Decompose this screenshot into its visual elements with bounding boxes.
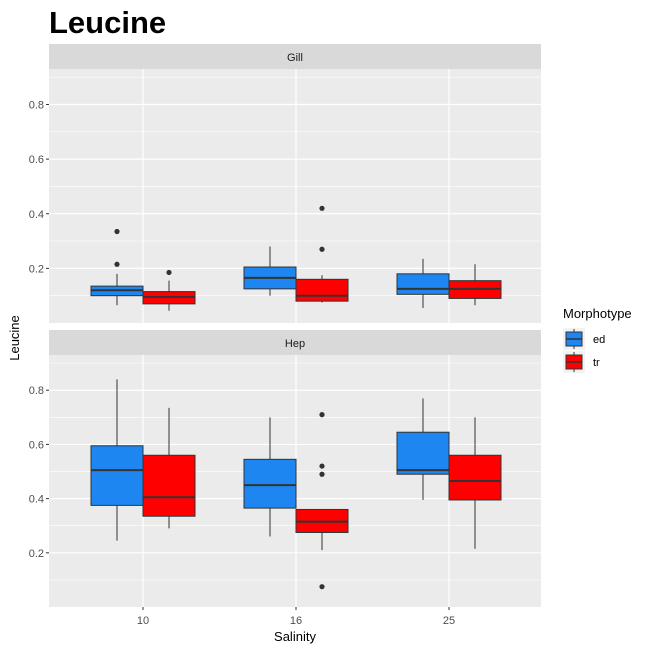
outlier-point xyxy=(319,584,325,590)
x-tick-label: 25 xyxy=(443,615,455,627)
iqr-box xyxy=(396,273,450,295)
iqr-box xyxy=(142,454,196,517)
facet-strip xyxy=(49,44,541,69)
chart-title: Leucine xyxy=(49,5,166,40)
iqr-box xyxy=(243,458,297,509)
box-tr-16 xyxy=(295,205,349,303)
x-tick-label: 10 xyxy=(137,615,149,627)
iqr-box xyxy=(295,278,349,302)
y-tick-label: 0.4 xyxy=(29,209,44,221)
legend-label-ed: ed xyxy=(593,334,605,346)
legend-keys: ed tr xyxy=(563,328,605,373)
box-tr-10 xyxy=(142,407,196,529)
iqr-box xyxy=(90,445,144,506)
outlier-point xyxy=(114,261,120,267)
box-ed-10 xyxy=(90,228,144,306)
legend-key-tr: tr xyxy=(563,351,600,373)
y-axis-title: Leucine xyxy=(7,315,22,361)
facet-strip-label: Hep xyxy=(285,338,305,350)
iqr-box xyxy=(396,431,450,475)
y-tick-label: 0.4 xyxy=(29,494,44,506)
y-tick-label: 0.8 xyxy=(29,100,44,112)
box-ed-16 xyxy=(243,246,297,296)
y-tick-label: 0.2 xyxy=(29,263,44,275)
legend-key-ed: ed xyxy=(563,328,605,350)
x-tick-label: 16 xyxy=(290,615,302,627)
facet-panels: Gill 0.2 0.4 0.6 0.8 Hep 0.2 0.4 0.6 0.8 10 16 25 xyxy=(29,44,541,627)
outlier-point xyxy=(166,269,172,276)
outlier-point xyxy=(319,246,325,252)
legend-label-tr: tr xyxy=(593,357,600,369)
box-tr-10 xyxy=(142,269,196,311)
y-tick-label: 0.6 xyxy=(29,154,44,166)
outlier-point xyxy=(319,205,325,211)
facet-strip xyxy=(49,330,541,355)
facet-panel-gill: Gill 0.2 0.4 0.6 0.8 xyxy=(29,44,541,323)
box-ed-10 xyxy=(90,379,144,541)
legend-title: Morphotype xyxy=(563,306,632,321)
outlier-point xyxy=(319,463,325,469)
facet-panel-hep: Hep 0.2 0.4 0.6 0.8 10 16 25 xyxy=(29,330,541,627)
outlier-point xyxy=(114,228,120,235)
box-tr-16 xyxy=(295,412,349,590)
y-tick-label: 0.8 xyxy=(29,385,44,397)
legend: Morphotype ed tr xyxy=(563,306,632,373)
box-tr-25 xyxy=(448,417,502,549)
outlier-point xyxy=(319,471,325,477)
facet-strip-label: Gill xyxy=(287,52,303,64)
outlier-point xyxy=(319,412,325,418)
box-ed-25 xyxy=(396,398,450,500)
x-axis-title: Salinity xyxy=(274,629,316,644)
y-tick-label: 0.2 xyxy=(29,548,44,560)
box-ed-16 xyxy=(243,417,297,537)
iqr-box xyxy=(448,454,502,501)
box-tr-25 xyxy=(448,264,502,306)
y-tick-label: 0.6 xyxy=(29,439,44,451)
